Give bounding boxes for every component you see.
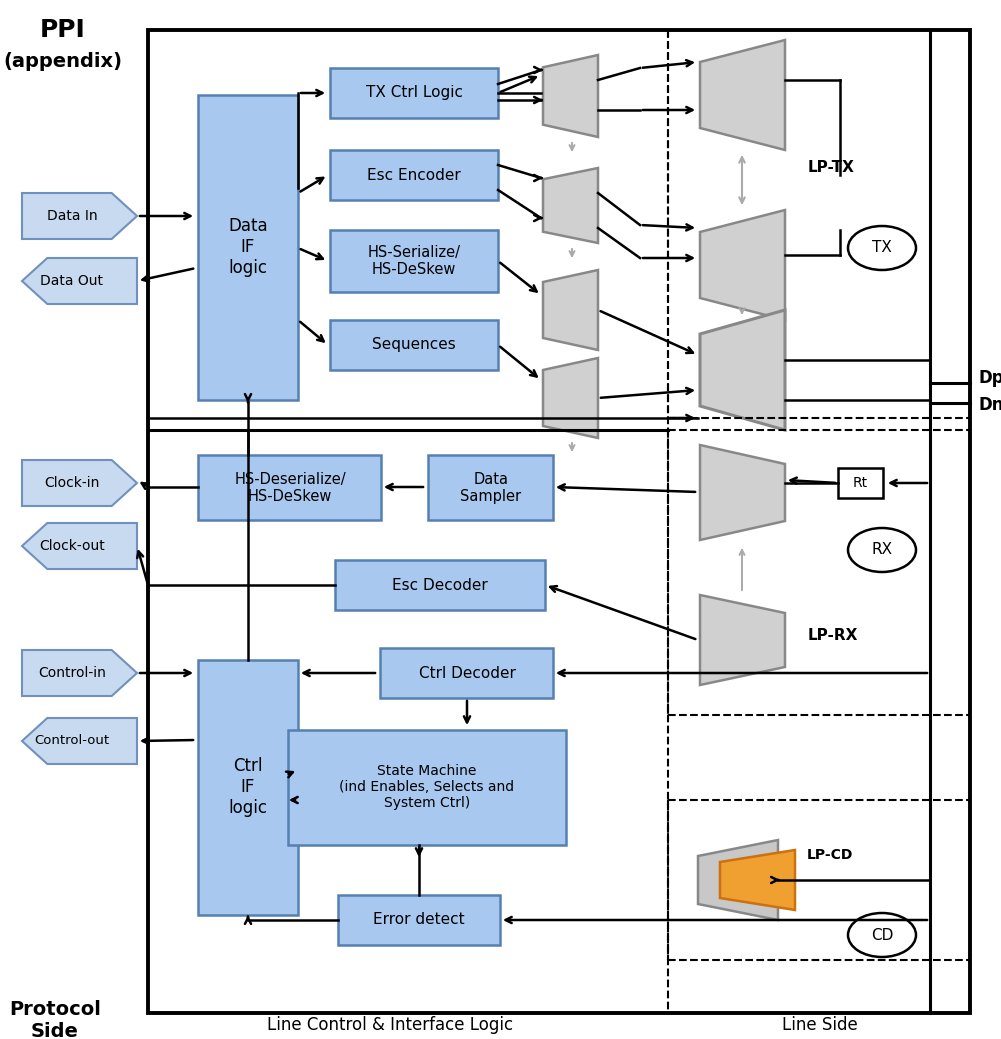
Text: Rt: Rt [853, 476, 868, 490]
Text: Data In: Data In [47, 209, 97, 223]
Text: CD: CD [871, 928, 893, 942]
Bar [330, 150, 498, 199]
Text: Control-out: Control-out [34, 735, 109, 747]
Text: LP-CD: LP-CD [807, 848, 854, 862]
Polygon shape [720, 850, 795, 910]
Polygon shape [700, 595, 785, 685]
Ellipse shape [848, 227, 916, 270]
Polygon shape [700, 310, 785, 430]
Bar [838, 468, 883, 498]
Text: LP-RX: LP-RX [808, 628, 859, 642]
Text: PPI: PPI [40, 18, 86, 42]
Polygon shape [543, 270, 598, 350]
Bar [198, 455, 381, 520]
Bar [198, 95, 298, 400]
Bar [330, 230, 498, 292]
Text: Line Control & Interface Logic: Line Control & Interface Logic [267, 1016, 514, 1034]
Text: LP-TX: LP-TX [808, 160, 855, 176]
Bar [428, 455, 553, 520]
Text: Line Side: Line Side [782, 1016, 858, 1034]
Text: HS-Serialize/
HS-DeSkew: HS-Serialize/ HS-DeSkew [367, 245, 460, 277]
Text: Control-in: Control-in [38, 666, 106, 680]
Polygon shape [22, 650, 137, 696]
Bar [338, 895, 500, 945]
Bar [288, 730, 566, 845]
Text: Dp: Dp [978, 369, 1001, 387]
Polygon shape [543, 55, 598, 137]
Text: Esc Decoder: Esc Decoder [392, 578, 487, 592]
Polygon shape [700, 39, 785, 150]
Text: Error detect: Error detect [373, 912, 464, 928]
Polygon shape [22, 718, 137, 764]
Polygon shape [698, 840, 778, 920]
Text: State Machine
(ind Enables, Selects and
System Ctrl): State Machine (ind Enables, Selects and … [339, 764, 515, 810]
Text: Clock-in: Clock-in [44, 476, 100, 490]
Polygon shape [22, 460, 137, 506]
Polygon shape [543, 168, 598, 243]
Bar [330, 68, 498, 118]
Text: Ctrl
IF
logic: Ctrl IF logic [228, 757, 267, 817]
Text: RX: RX [872, 542, 893, 558]
Text: TX Ctrl Logic: TX Ctrl Logic [365, 85, 462, 101]
Text: HS-Deserialize/
HS-DeSkew: HS-Deserialize/ HS-DeSkew [234, 472, 345, 504]
Text: Data
IF
logic: Data IF logic [228, 217, 268, 276]
Text: TX: TX [872, 240, 892, 256]
Text: Clock-out: Clock-out [39, 539, 105, 553]
Text: Protocol
Side: Protocol Side [9, 1000, 101, 1039]
Text: Sequences: Sequences [372, 338, 455, 352]
Ellipse shape [848, 528, 916, 572]
Polygon shape [22, 258, 137, 304]
Polygon shape [543, 358, 598, 438]
Polygon shape [22, 523, 137, 569]
Text: Dn: Dn [978, 396, 1001, 414]
Bar [330, 320, 498, 370]
Text: Data Out: Data Out [40, 274, 103, 288]
Polygon shape [22, 193, 137, 239]
Text: (appendix): (appendix) [3, 52, 122, 71]
Bar [380, 648, 553, 698]
Ellipse shape [848, 913, 916, 957]
Polygon shape [700, 210, 785, 320]
Text: Ctrl Decoder: Ctrl Decoder [418, 666, 516, 681]
Polygon shape [700, 445, 785, 540]
Text: Data
Sampler: Data Sampler [460, 472, 522, 504]
Bar [198, 660, 298, 915]
Bar [335, 560, 545, 610]
Text: Esc Encoder: Esc Encoder [367, 167, 460, 183]
Bar [148, 30, 970, 1013]
